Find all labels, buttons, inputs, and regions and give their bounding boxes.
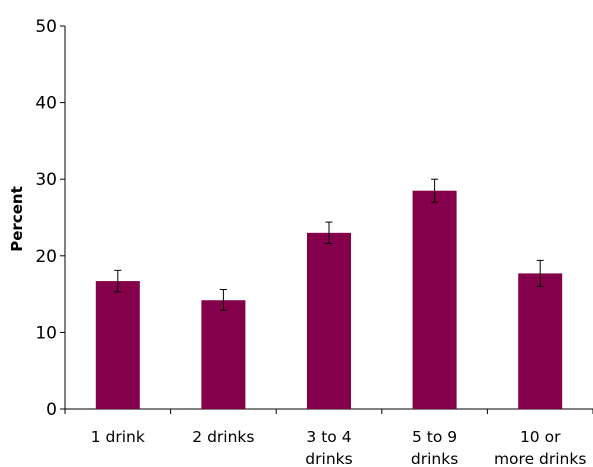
x-category-label-line: 5 to 9 xyxy=(412,428,457,446)
x-category-label: 5 to 9 drinks xyxy=(411,428,458,467)
x-category-label-line: more drinks xyxy=(494,450,586,467)
y-axis-label: Percent xyxy=(8,186,26,251)
x-category-label: 10 or more drinks xyxy=(494,428,586,467)
x-category-label-line: 1 drink xyxy=(91,428,145,446)
x-category-label-line: 2 drinks xyxy=(192,428,254,446)
bar xyxy=(95,281,140,409)
y-tick-label: 10 xyxy=(35,323,57,343)
bar xyxy=(307,232,351,409)
bar xyxy=(412,190,457,409)
error-bars xyxy=(114,178,544,311)
x-axis: 1 drink 2 drinks 3 to 4 drinks 5 to 9 drinks 1… xyxy=(64,408,593,467)
x-category-label-line: 10 or xyxy=(520,428,561,446)
y-tick-label: 30 xyxy=(35,170,57,190)
x-category-label-line: 3 to 4 xyxy=(306,428,351,446)
x-category-label: 3 to 4 drinks xyxy=(305,428,352,467)
y-tick-label: 40 xyxy=(35,94,57,114)
bar xyxy=(518,273,563,409)
y-tick-label: 50 xyxy=(35,17,57,37)
bar xyxy=(201,300,246,409)
y-tick-label: 20 xyxy=(35,247,57,267)
y-tick-label: 0 xyxy=(46,400,57,420)
x-category-label: 2 drinks xyxy=(192,428,254,446)
x-category-label-line: drinks xyxy=(305,450,352,467)
bars xyxy=(95,190,563,409)
x-category-label-line: drinks xyxy=(411,450,458,467)
y-axis: 0 10 20 30 40 50 xyxy=(35,17,66,420)
x-category-label: 1 drink xyxy=(91,428,145,446)
